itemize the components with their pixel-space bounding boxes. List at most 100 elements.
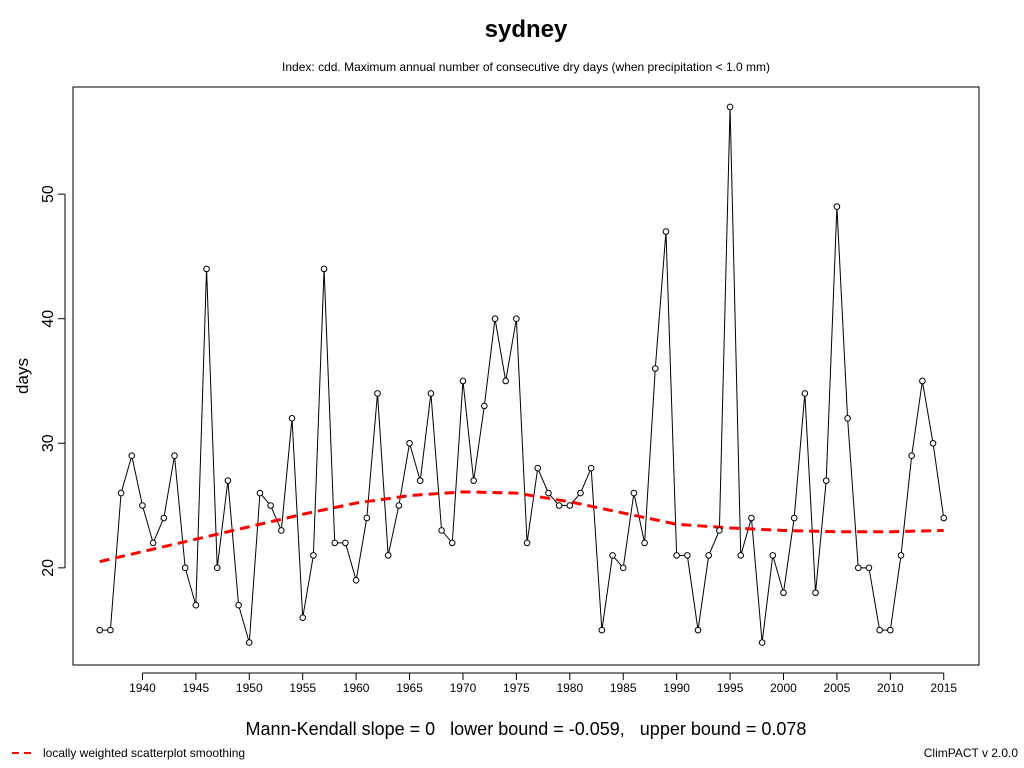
series-line-loess (99, 490, 944, 564)
data-point (310, 552, 317, 559)
data-point (854, 564, 862, 572)
data-point (299, 614, 307, 621)
data-point (513, 315, 520, 322)
series-line-cdd (99, 106, 945, 643)
data-point (908, 452, 915, 460)
data-point (758, 639, 766, 646)
data-point (587, 464, 595, 472)
data-point (534, 464, 542, 472)
data-point (224, 477, 232, 484)
data-point (876, 626, 883, 634)
data-point (128, 452, 136, 460)
x-tick-label: 1945 (183, 681, 210, 695)
data-point (245, 639, 253, 646)
x-tick-label: 1965 (396, 681, 423, 695)
y-tick-label: 20 (40, 559, 57, 577)
data-point (416, 477, 424, 484)
data-point (790, 514, 798, 522)
data-point (716, 527, 723, 534)
data-point (919, 377, 926, 385)
data-point (726, 103, 734, 111)
data-point (662, 228, 670, 235)
data-point (96, 626, 104, 634)
data-point (139, 502, 146, 509)
data-point (267, 502, 274, 509)
x-tick-label: 1995 (717, 681, 744, 695)
y-axis: 20 30 40 50 (40, 185, 66, 577)
x-tick-label: 1970 (450, 681, 477, 695)
data-point (278, 527, 285, 534)
data-point (438, 527, 445, 534)
data-point (545, 489, 552, 497)
data-point (342, 539, 349, 547)
data-point (363, 514, 371, 522)
data-point (523, 539, 531, 547)
data-point (780, 589, 787, 597)
x-tick-label: 2015 (930, 681, 957, 695)
data-point (491, 315, 499, 322)
data-point (801, 390, 809, 397)
x-tick-label: 2005 (824, 681, 851, 695)
x-tick-label: 1975 (503, 681, 530, 695)
data-point (673, 552, 680, 559)
data-point (288, 415, 296, 422)
data-point (406, 439, 413, 447)
data-point (822, 477, 830, 484)
data-point (844, 415, 851, 422)
data-point (149, 539, 157, 547)
data-point (448, 539, 456, 547)
y-axis-label: days (13, 358, 32, 394)
data-point (160, 514, 168, 522)
chart-title: sydney (485, 16, 568, 43)
data-point (235, 601, 242, 609)
data-point (427, 390, 435, 397)
data-point (395, 502, 403, 509)
data-point (865, 564, 873, 572)
data-point (555, 502, 563, 509)
data-point (384, 552, 392, 559)
data-point (203, 265, 210, 273)
data-point (481, 402, 488, 410)
data-point (897, 552, 905, 559)
x-tick-label: 1940 (129, 681, 156, 695)
x-tick-label: 1990 (663, 681, 690, 695)
data-point (213, 564, 221, 572)
data-point (320, 265, 328, 273)
chart-subtitle: Index: cdd. Maximum annual number of con… (282, 60, 770, 74)
series-layer (96, 103, 948, 646)
data-point (833, 203, 841, 210)
data-point (256, 489, 264, 497)
data-point (769, 552, 777, 559)
data-point (181, 564, 189, 572)
data-point (929, 439, 937, 447)
data-point (887, 626, 894, 634)
x-tick-label: 1960 (343, 681, 370, 695)
x-tick-label: 1985 (610, 681, 637, 695)
x-tick-label: 2010 (877, 681, 904, 695)
data-point (117, 489, 125, 497)
data-point (171, 452, 178, 460)
data-point (737, 552, 745, 559)
data-point (192, 601, 200, 609)
plot-frame (72, 86, 980, 666)
data-point (502, 377, 510, 385)
data-point (812, 589, 819, 597)
data-point (352, 576, 360, 584)
x-tick-label: 1950 (236, 681, 263, 695)
data-point (598, 626, 606, 634)
data-point (470, 477, 477, 484)
data-point (705, 552, 712, 559)
data-point (331, 539, 339, 547)
legend-label-loess: locally weighted scatterplot smoothing (43, 746, 245, 760)
data-point (940, 514, 948, 522)
data-point (748, 514, 755, 522)
data-point (566, 502, 574, 509)
x-tick-label: 1955 (289, 681, 316, 695)
data-point (609, 552, 616, 559)
data-point (630, 489, 638, 497)
x-tick-label: 2000 (770, 681, 797, 695)
data-point (641, 539, 648, 547)
y-tick-label: 50 (40, 185, 57, 203)
legend: locally weighted scatterplot smoothing (12, 746, 245, 760)
x-tick-label: 1980 (556, 681, 583, 695)
